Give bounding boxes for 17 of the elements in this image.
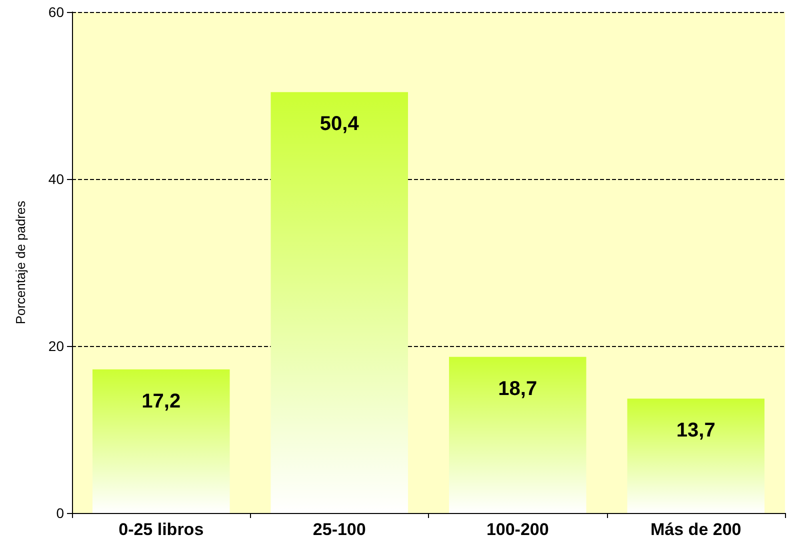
y-axis-title: Porcentaje de padres xyxy=(13,200,28,324)
data-label: 17,2 xyxy=(142,390,181,412)
x-tick-label: 25-100 xyxy=(312,520,366,539)
y-tick-label: 20 xyxy=(48,338,64,354)
data-label: 50,4 xyxy=(320,113,360,136)
x-tick-label: 100-200 xyxy=(486,520,549,539)
x-tick-label: 0-25 libros xyxy=(118,520,204,539)
bar xyxy=(449,356,586,513)
y-tick-label: 40 xyxy=(48,171,64,187)
bar xyxy=(627,398,764,513)
x-tick-label: Más de 200 xyxy=(650,520,742,539)
bar xyxy=(270,92,408,513)
y-tick-label: 60 xyxy=(48,4,64,20)
data-label: 18,7 xyxy=(498,378,538,400)
data-label: 13,7 xyxy=(676,420,716,442)
y-tick-label: 0 xyxy=(56,505,64,521)
bar xyxy=(92,369,230,513)
